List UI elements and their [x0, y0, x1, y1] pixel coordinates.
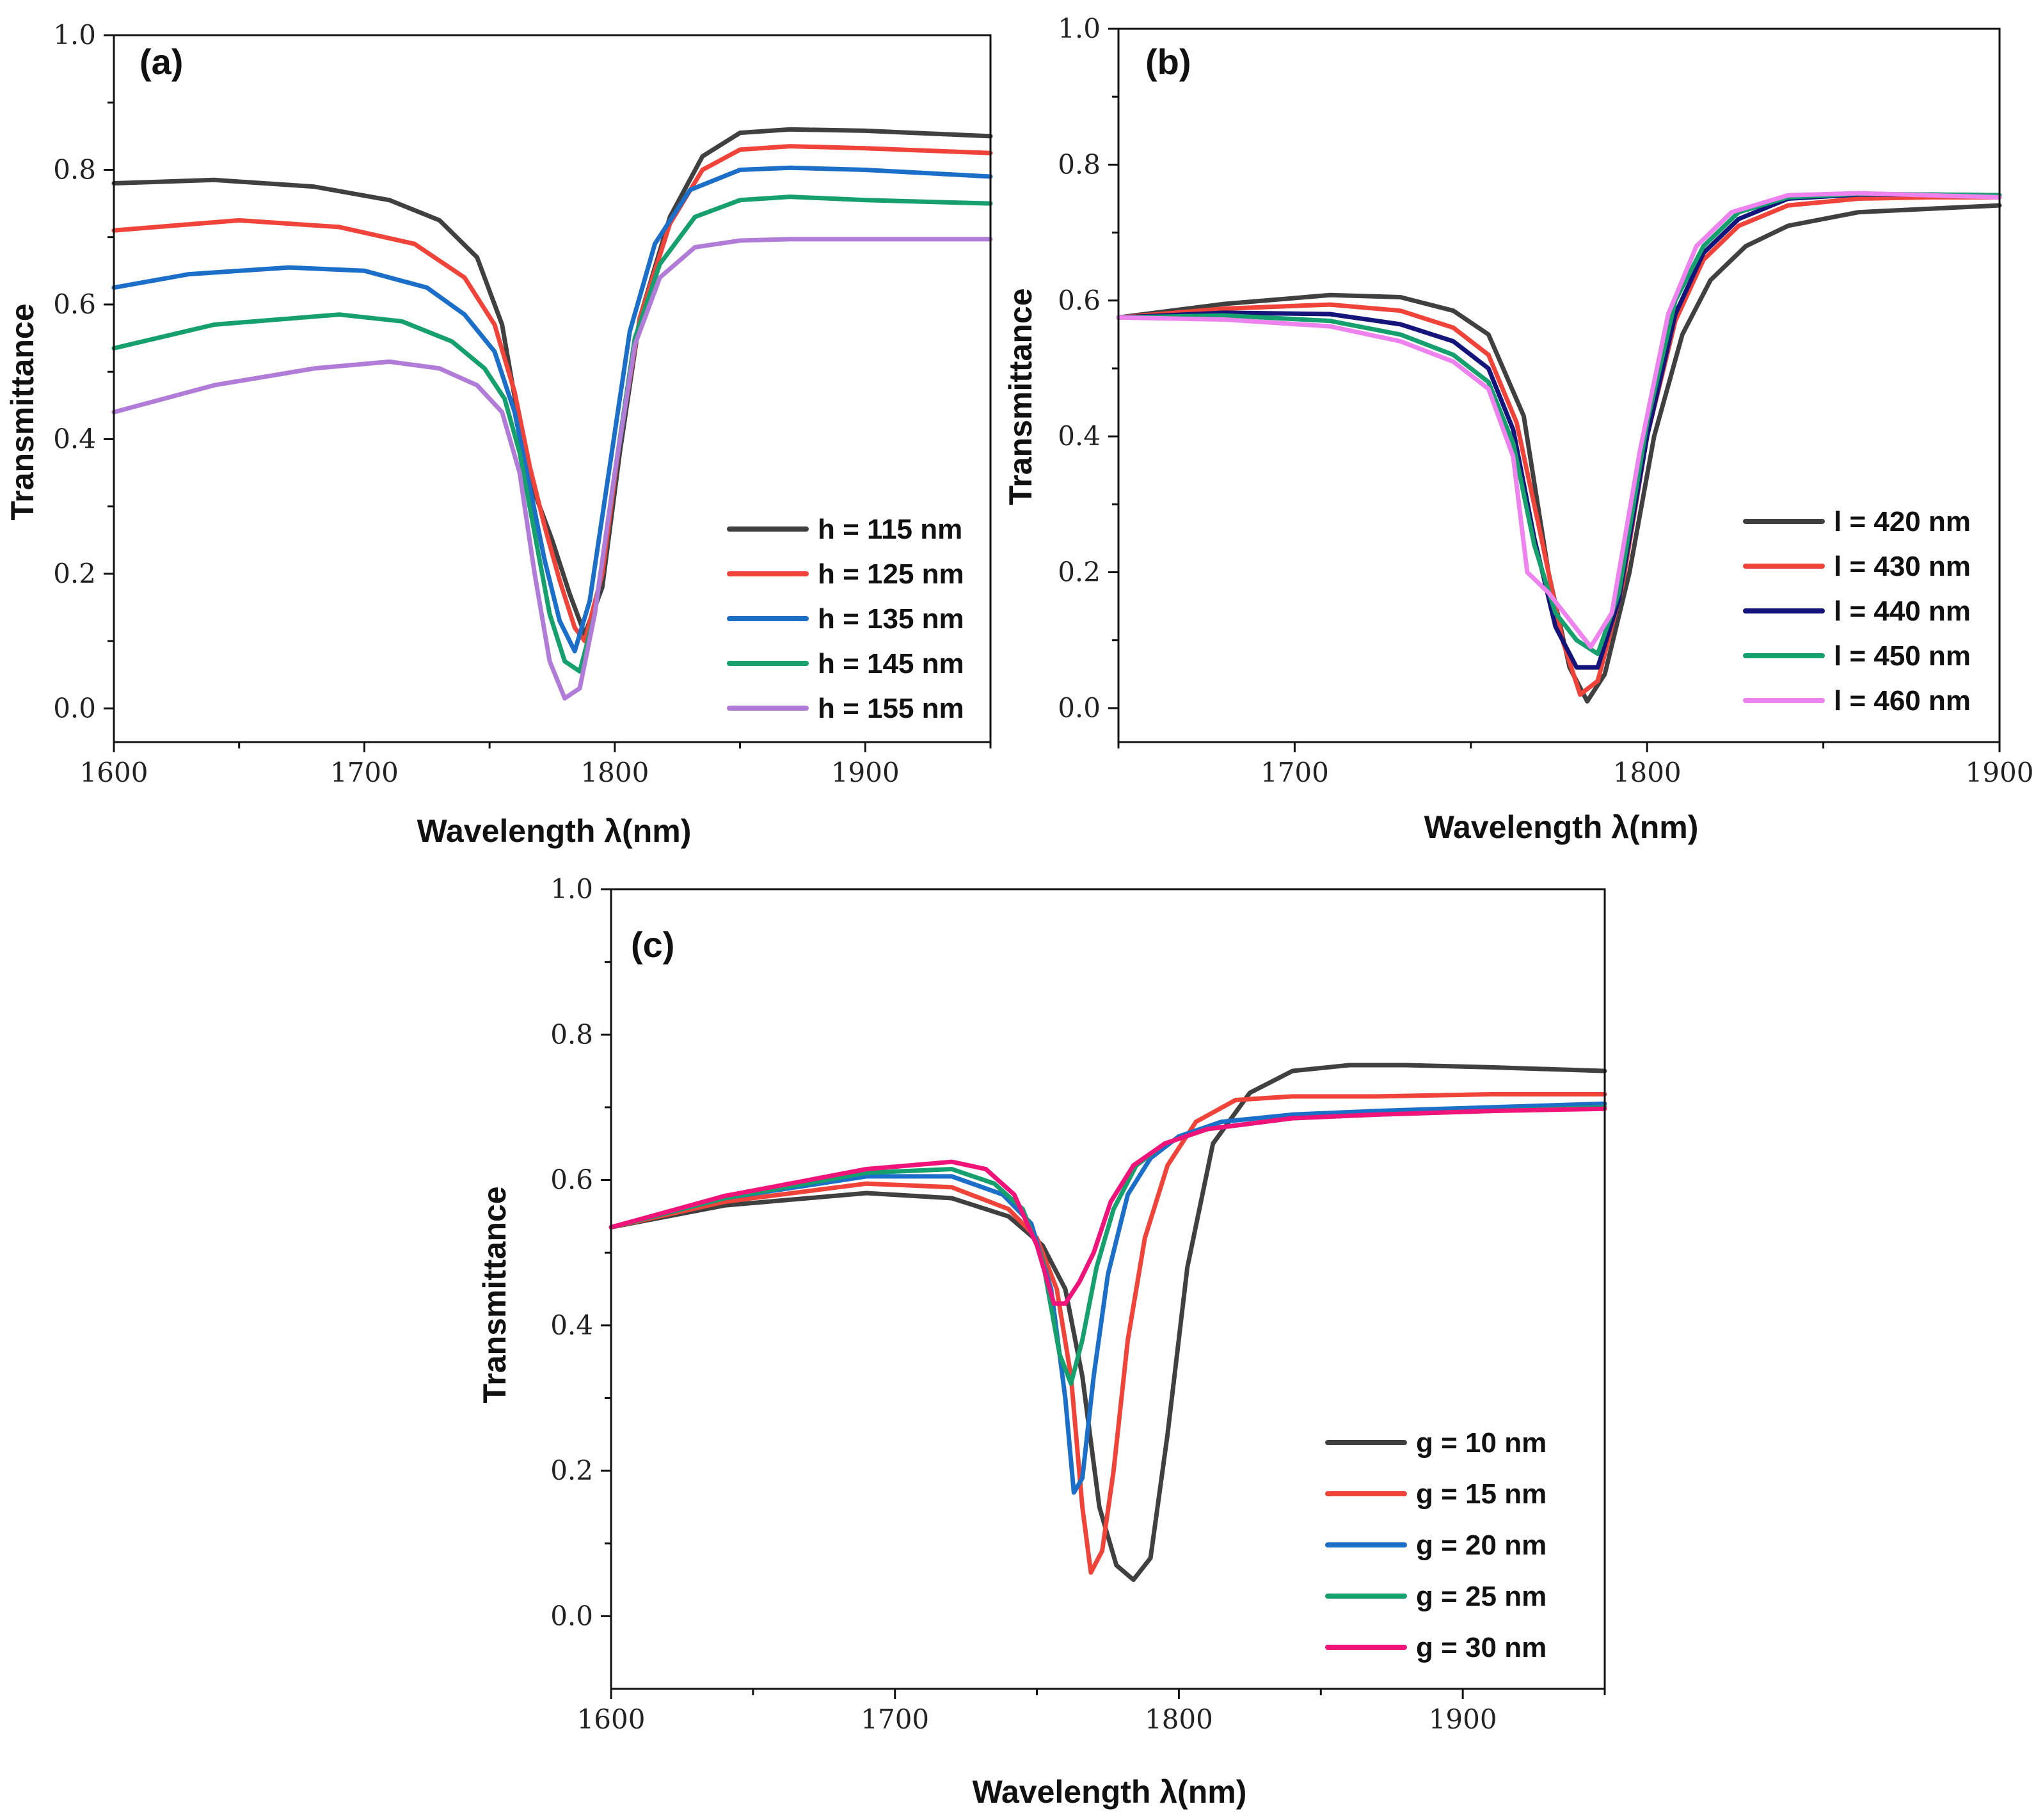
panel-a-series-line-5 — [111, 237, 993, 701]
panel-c-x-tick-label-3: 1800 — [1145, 1704, 1213, 1735]
panel-b-y-tick-label-1: 0.0 — [1058, 692, 1101, 724]
panel-a-x-tick-label-4: 1900 — [831, 757, 900, 788]
panel-c-y-tick-label-1: 0.0 — [550, 1600, 593, 1631]
panel-b-series-line-5 — [1116, 191, 2002, 649]
panel-a-series-line-4 — [111, 194, 993, 674]
panel-c-y-tick-label-2: 0.2 — [550, 1455, 593, 1486]
panel-c-legend-label-2: g = 15 nm — [1416, 1478, 1547, 1510]
panel-c: 1600 1700 1800 1900 0.0 0.2 0.4 0.6 0.8 1.0 g = 10… — [477, 873, 1607, 1810]
panel-a-plot-frame — [113, 34, 992, 743]
panel-a-series-line-3 — [111, 165, 993, 654]
panel-b-y-tick-label-3: 0.4 — [1058, 420, 1101, 452]
panel-a: 1600 1700 1800 1900 0.0 0.2 0.4 0.6 0.8 1.0 h = 11… — [4, 19, 993, 849]
panel-b: 1700 1800 1900 0.0 0.2 0.4 0.6 0.8 1.0 l = 420 nm… — [1003, 13, 2033, 845]
panel-c-legend-label-4: g = 25 nm — [1416, 1581, 1547, 1612]
panel-b-x-tick-label-1: 1700 — [1261, 757, 1329, 788]
panel-c-label: (c) — [631, 924, 674, 965]
panel-c-series-line-2 — [608, 1092, 1607, 1575]
panel-a-label: (a) — [139, 42, 183, 82]
panel-a-x-axis-title: Wavelength λ(nm) — [417, 813, 692, 849]
panel-a-y-axis-title: Transmittance — [4, 303, 40, 520]
panel-b-legend-label-2: l = 430 nm — [1834, 551, 1971, 582]
panel-a-x-tick-label-1: 1600 — [80, 757, 148, 788]
panel-c-series-line-1 — [608, 1063, 1607, 1582]
panel-b-legend-label-5: l = 460 nm — [1834, 685, 1971, 716]
panel-a-x-tick-label-2: 1700 — [330, 757, 399, 788]
panel-a-y-tick-label-2: 0.2 — [53, 558, 96, 589]
panel-a-legend-label-5: h = 155 nm — [818, 693, 964, 724]
panel-a-legend-label-2: h = 125 nm — [818, 558, 964, 590]
panel-b-label: (b) — [1145, 42, 1191, 82]
panel-b-plot-frame — [1117, 28, 2001, 743]
panel-a-legend-label-4: h = 145 nm — [818, 648, 964, 679]
panel-b-x-tick-label-3: 1900 — [1966, 757, 2034, 788]
panel-a-series-line-2 — [111, 144, 993, 644]
panel-a-legend-label-3: h = 135 nm — [818, 603, 964, 635]
panel-c-x-tick-label-1: 1600 — [577, 1704, 646, 1735]
panel-c-x-axis-title: Wavelength λ(nm) — [973, 1774, 1247, 1810]
panel-a-y-tick-label-6: 1.0 — [53, 19, 96, 51]
panel-a-y-tick-label-4: 0.6 — [53, 289, 96, 320]
panel-c-y-tick-label-4: 0.6 — [550, 1164, 593, 1196]
panel-c-plot-area: 1600 1700 1800 1900 0.0 0.2 0.4 0.6 0.8 1.0 g = 10… — [550, 873, 1607, 1735]
panel-a-y-tick-label-3: 0.4 — [53, 423, 96, 454]
panel-c-legend-label-3: g = 20 nm — [1416, 1530, 1547, 1561]
panel-c-y-axis-title: Transmittance — [477, 1186, 513, 1403]
panel-c-legend-label-1: g = 10 nm — [1416, 1427, 1547, 1459]
panel-c-y-tick-label-3: 0.4 — [550, 1310, 593, 1341]
panel-a-x-tick-label-3: 1800 — [580, 757, 649, 788]
panel-a-y-tick-label-5: 0.8 — [53, 154, 96, 185]
panel-b-plot-area: 1700 1800 1900 0.0 0.2 0.4 0.6 0.8 1.0 l = 420 nm… — [1058, 13, 2033, 788]
panel-a-plot-area: 1600 1700 1800 1900 0.0 0.2 0.4 0.6 0.8 1.0 h = 11… — [53, 19, 993, 788]
panel-b-x-tick-label-2: 1800 — [1613, 757, 1682, 788]
panel-b-y-tick-label-4: 0.6 — [1058, 285, 1101, 316]
panel-c-y-tick-label-6: 1.0 — [550, 873, 593, 905]
panel-b-series-line-2 — [1116, 194, 2002, 697]
panel-b-y-tick-label-5: 0.8 — [1058, 148, 1101, 180]
panel-b-legend-label-1: l = 420 nm — [1834, 506, 1971, 537]
panel-c-plot-frame — [610, 888, 1606, 1690]
panel-c-series-line-3 — [608, 1101, 1607, 1495]
panel-a-legend-label-1: h = 115 nm — [818, 514, 962, 545]
panel-c-series-line-5 — [608, 1106, 1607, 1306]
panel-b-series-line-4 — [1116, 191, 2002, 656]
panel-b-series-line-1 — [1116, 203, 2002, 704]
panel-c-x-tick-label-4: 1900 — [1429, 1704, 1497, 1735]
panel-b-x-axis-title: Wavelength λ(nm) — [1424, 809, 1699, 845]
panel-c-x-tick-label-2: 1700 — [861, 1704, 929, 1735]
panel-c-y-tick-label-5: 0.8 — [550, 1018, 593, 1050]
panel-b-y-tick-label-2: 0.2 — [1058, 557, 1101, 588]
panel-b-y-tick-label-6: 1.0 — [1058, 13, 1101, 44]
panel-c-legend-label-5: g = 30 nm — [1416, 1632, 1547, 1663]
panel-c-series-line-4 — [608, 1105, 1607, 1386]
panel-a-y-tick-label-1: 0.0 — [53, 692, 96, 724]
panel-b-y-axis-title: Transmittance — [1003, 288, 1038, 505]
panel-b-legend-label-4: l = 450 nm — [1834, 640, 1971, 672]
panel-a-series-line-1 — [111, 127, 993, 637]
panel-b-legend-label-3: l = 440 nm — [1834, 596, 1971, 627]
